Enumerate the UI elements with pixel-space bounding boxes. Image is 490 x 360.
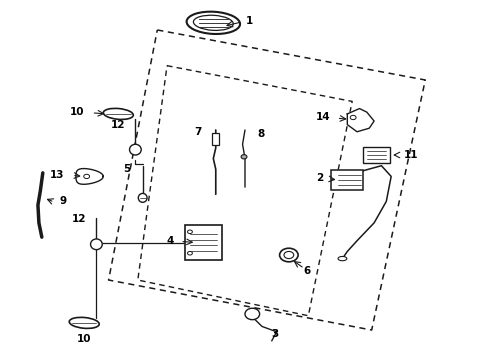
Ellipse shape: [338, 256, 347, 261]
Ellipse shape: [280, 248, 298, 262]
Ellipse shape: [91, 239, 102, 249]
Ellipse shape: [84, 174, 90, 179]
Ellipse shape: [188, 251, 193, 255]
Text: 1: 1: [246, 16, 253, 26]
Polygon shape: [347, 109, 374, 132]
Text: 11: 11: [403, 150, 418, 160]
Text: 8: 8: [257, 129, 265, 139]
Ellipse shape: [284, 251, 294, 258]
Ellipse shape: [350, 115, 356, 120]
FancyBboxPatch shape: [331, 170, 363, 190]
FancyBboxPatch shape: [363, 147, 390, 163]
Text: 12: 12: [111, 120, 125, 130]
Text: 9: 9: [60, 197, 67, 206]
Text: 12: 12: [72, 214, 87, 224]
Text: 2: 2: [316, 173, 323, 183]
Ellipse shape: [103, 108, 133, 120]
Ellipse shape: [187, 12, 240, 34]
Text: 4: 4: [167, 236, 174, 246]
Ellipse shape: [69, 318, 99, 328]
FancyBboxPatch shape: [185, 225, 222, 260]
Ellipse shape: [194, 15, 233, 30]
Text: 13: 13: [50, 170, 65, 180]
Ellipse shape: [241, 155, 247, 159]
Ellipse shape: [245, 308, 260, 320]
Polygon shape: [76, 168, 103, 184]
Text: 10: 10: [77, 334, 92, 344]
Ellipse shape: [129, 144, 141, 155]
Text: 6: 6: [303, 266, 311, 276]
Text: 5: 5: [123, 164, 130, 174]
Text: 10: 10: [70, 107, 84, 117]
Ellipse shape: [188, 230, 193, 234]
Ellipse shape: [138, 193, 147, 202]
Text: 14: 14: [316, 112, 330, 122]
Text: 3: 3: [272, 329, 279, 339]
FancyBboxPatch shape: [212, 133, 220, 145]
Text: 7: 7: [194, 127, 201, 137]
